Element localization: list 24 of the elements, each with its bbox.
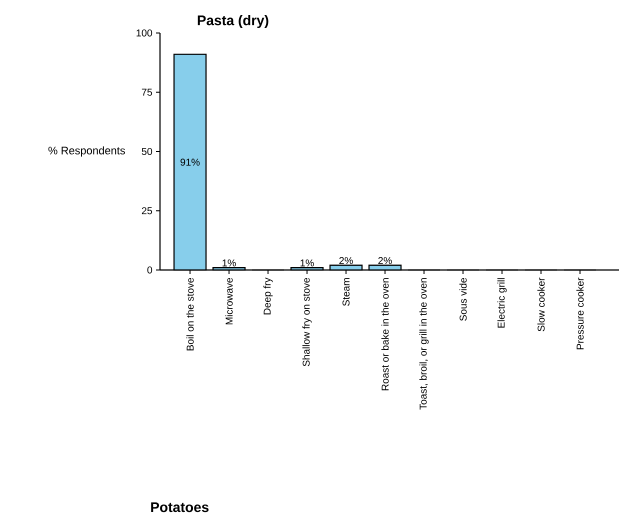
y-axis-title: % Respondents: [48, 146, 125, 157]
x-tick-label: Slow cooker: [537, 278, 545, 332]
x-tick-label: Steam: [342, 278, 350, 306]
x-tick-label: Pressure cooker: [576, 278, 584, 350]
x-tick-label: Microwave: [225, 278, 233, 324]
text: Potatoes: [151, 502, 209, 512]
x-tick-label: Boil on the stove: [186, 278, 194, 350]
data-label: 1%: [300, 259, 314, 266]
data-label: 2%: [339, 257, 353, 264]
y-tick-label: 100: [136, 29, 152, 37]
data-label: 2%: [378, 257, 392, 264]
data-label: 91%: [180, 158, 200, 166]
y-tick-label: 50: [142, 148, 152, 156]
x-tick-label: Electric grill: [497, 278, 507, 328]
x-tick-label: Toast, broil, or grill in the oven: [419, 278, 429, 410]
chart-title: Pasta (dry): [198, 15, 268, 28]
y-tick-label: 25: [142, 207, 152, 214]
x-tick-label: Shallow fry on stove: [302, 278, 312, 366]
y-tick-label: 75: [142, 88, 152, 96]
y-tick-label: 0: [147, 266, 152, 274]
x-tick-label: Deep fry: [263, 278, 273, 314]
x-tick-label: Roast or bake in the oven: [381, 278, 389, 390]
data-label: 1%: [222, 259, 236, 266]
x-tick-label: Sous vide: [459, 278, 467, 321]
